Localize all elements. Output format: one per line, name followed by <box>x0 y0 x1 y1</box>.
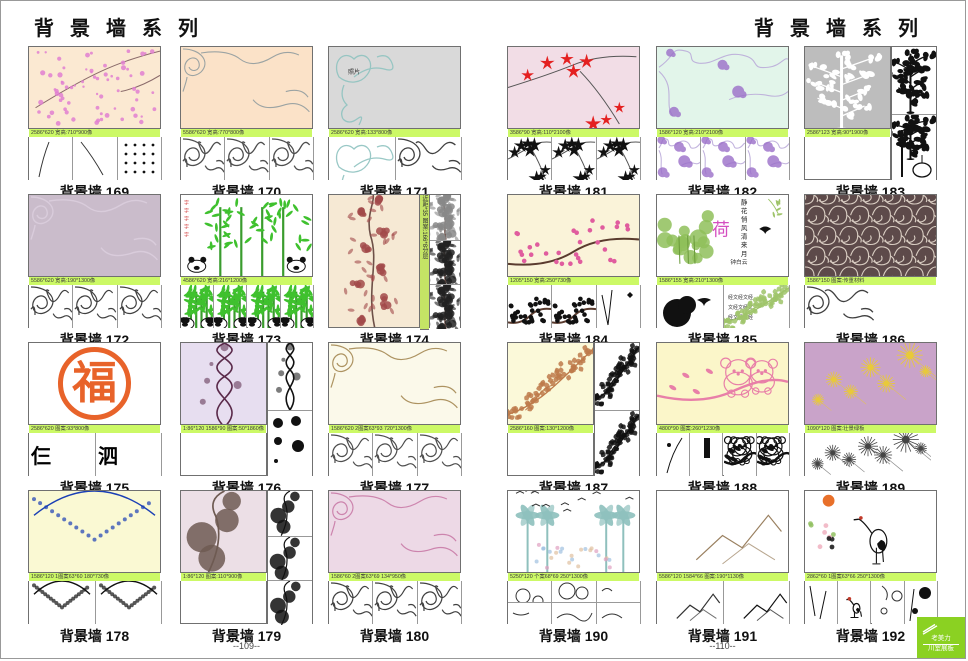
svg-text:悄: 悄 <box>741 215 748 224</box>
svg-text:清: 清 <box>741 232 748 241</box>
svg-text:泗: 泗 <box>98 445 118 468</box>
svg-text:字: 字 <box>184 224 189 231</box>
svg-text:字: 字 <box>184 208 189 215</box>
svg-text:钟白云: 钟白云 <box>730 258 747 266</box>
svg-text:字: 字 <box>184 216 189 223</box>
svg-text:经文经文经: 经文经文经 <box>728 294 753 301</box>
svg-text:来: 来 <box>741 241 748 249</box>
svg-text:照片: 照片 <box>348 68 360 76</box>
svg-text:字: 字 <box>184 200 189 207</box>
svg-text:静: 静 <box>741 198 748 207</box>
svg-text:仨: 仨 <box>30 445 51 468</box>
svg-text:风: 风 <box>741 224 748 232</box>
svg-text:福: 福 <box>71 359 117 408</box>
svg-text:花: 花 <box>741 206 748 215</box>
svg-text:荷: 荷 <box>712 220 730 240</box>
svg-text:月: 月 <box>741 250 748 258</box>
svg-text:字: 字 <box>184 232 189 239</box>
